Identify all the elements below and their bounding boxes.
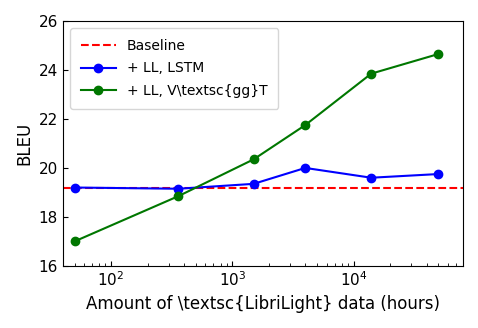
+ LL, V\textsc{gg}T (369, 72, 374, 76)
+ LL, LSTM (435, 172, 441, 176)
+ LL, V\textsc{gg}T (435, 52, 441, 56)
X-axis label: Amount of \textsc{LibriLight} data (hours): Amount of \textsc{LibriLight} data (hour… (86, 295, 440, 313)
Line: + LL, LSTM: + LL, LSTM (70, 164, 443, 193)
+ LL, V\textsc{gg}T (72, 239, 77, 243)
+ LL, LSTM (251, 182, 257, 186)
+ LL, LSTM (175, 187, 181, 191)
+ LL, V\textsc{gg}T (251, 157, 257, 161)
+ LL, LSTM (72, 186, 77, 190)
+ LL, LSTM (303, 166, 308, 170)
+ LL, LSTM (369, 176, 374, 180)
Line: + LL, V\textsc{gg}T: + LL, V\textsc{gg}T (70, 50, 443, 246)
+ LL, V\textsc{gg}T (303, 123, 308, 127)
+ LL, V\textsc{gg}T (175, 194, 181, 198)
Legend: Baseline, + LL, LSTM, + LL, V\textsc{gg}T: Baseline, + LL, LSTM, + LL, V\textsc{gg}… (70, 28, 278, 109)
Y-axis label: BLEU: BLEU (15, 122, 33, 165)
